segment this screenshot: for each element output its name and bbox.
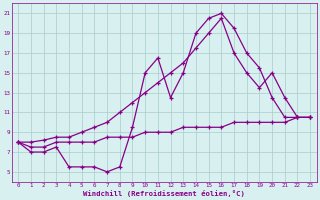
X-axis label: Windchill (Refroidissement éolien,°C): Windchill (Refroidissement éolien,°C) <box>83 190 245 197</box>
